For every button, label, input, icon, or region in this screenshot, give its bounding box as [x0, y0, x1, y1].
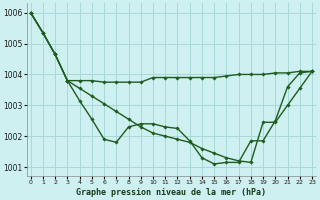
X-axis label: Graphe pression niveau de la mer (hPa): Graphe pression niveau de la mer (hPa): [76, 188, 266, 197]
